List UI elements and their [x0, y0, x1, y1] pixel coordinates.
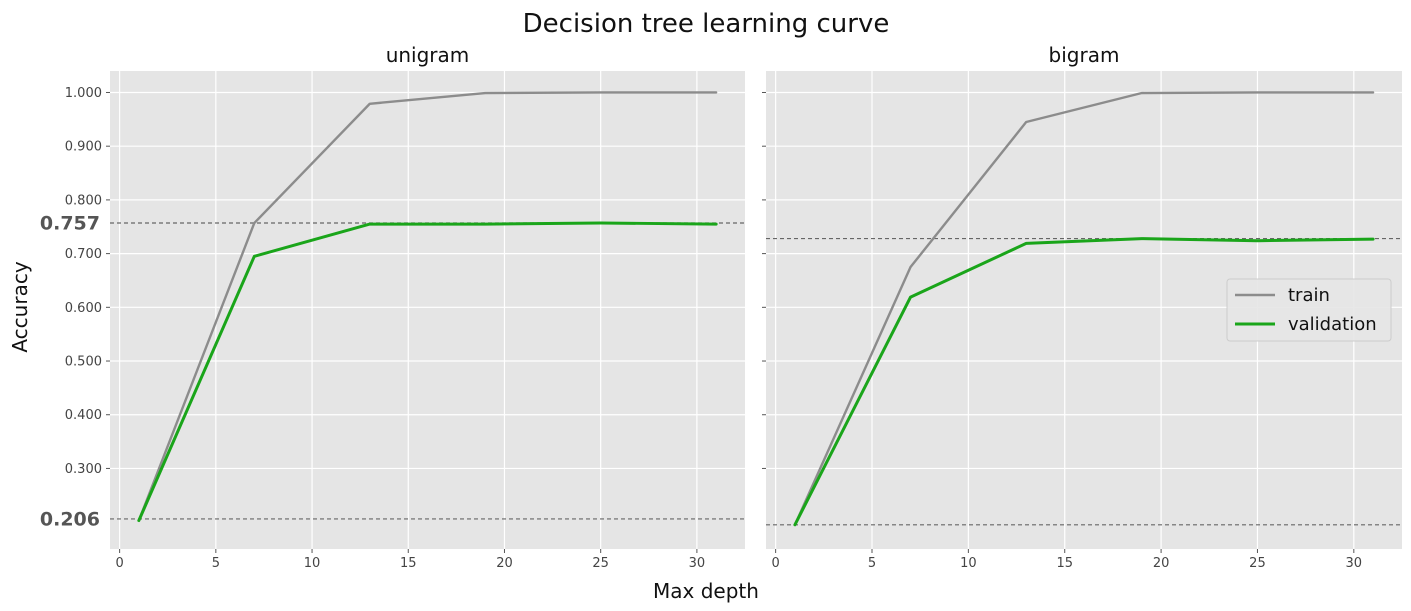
series-line-train	[793, 91, 1375, 527]
x-tick-label: 20	[496, 556, 513, 571]
x-tick-label: 5	[212, 556, 220, 571]
y-tick-label: 0.400	[65, 408, 102, 423]
panel-title: unigram	[386, 43, 470, 67]
y-tick-label: 0.900	[65, 140, 102, 155]
panel-bigram: 0 5 10 15 20 25 30 bigram train validation	[762, 43, 1402, 571]
y-tick-label: 0.800	[65, 193, 102, 208]
series-line-train	[137, 91, 718, 522]
x-tick-label: 25	[1249, 556, 1266, 571]
chart-title: Decision tree learning curve	[523, 9, 890, 39]
legend-label-validation: validation	[1288, 314, 1377, 335]
x-axis-label: Max depth	[653, 579, 759, 603]
x-tick-label: 0	[115, 556, 123, 571]
series-line-validation	[137, 221, 718, 523]
y-tick-label: 0.600	[65, 301, 102, 316]
x-tick-label: 30	[689, 556, 706, 571]
series-line-validation	[793, 237, 1375, 527]
y-tick-label: 0.500	[65, 355, 102, 370]
x-tick-label: 25	[592, 556, 609, 571]
y-axis-label: Accuracy	[8, 261, 32, 352]
y-tick-label: 0.300	[65, 462, 102, 477]
x-tick-label: 30	[1346, 556, 1363, 571]
x-tick-label: 5	[868, 556, 876, 571]
panel-title: bigram	[1049, 43, 1120, 67]
y-tick-label: 0.700	[65, 247, 102, 262]
x-tick-label: 15	[400, 556, 417, 571]
x-tick-label: 10	[304, 556, 321, 571]
x-tick-label: 0	[771, 556, 779, 571]
x-tick-label: 10	[960, 556, 977, 571]
reference-label: 0.206	[40, 508, 100, 530]
x-tick-label: 20	[1153, 556, 1170, 571]
y-tick-label: 1.000	[65, 86, 102, 101]
x-tick-label: 15	[1056, 556, 1073, 571]
panel-unigram: 0 5 10 15 20 25 30 1.000 0.900 0.800 0.700 0.600 0.5…	[40, 43, 745, 571]
reference-label: 0.757	[40, 212, 100, 234]
panels-group: 0 5 10 15 20 25 30 1.000 0.900 0.800 0.700 0.600 0.5…	[40, 43, 1402, 571]
legend-label-train: train	[1288, 285, 1330, 306]
panel-background	[110, 71, 745, 549]
